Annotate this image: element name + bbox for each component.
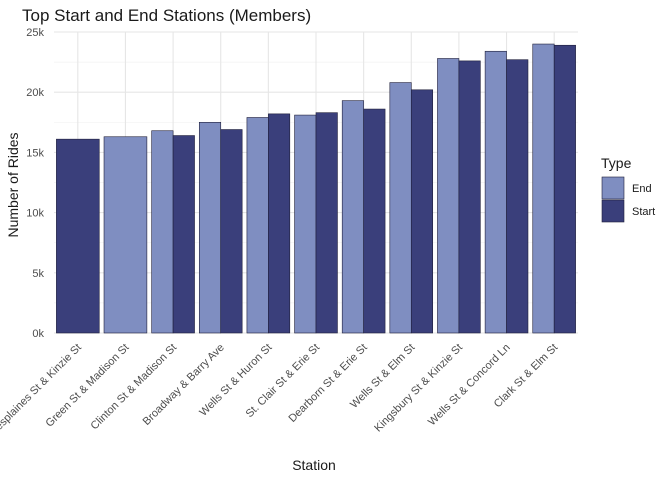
legend-title: Type bbox=[601, 155, 632, 171]
bar-start bbox=[56, 138, 100, 334]
y-tick-label: 15k bbox=[26, 147, 44, 159]
legend-label: End bbox=[632, 183, 652, 195]
y-tick-label: 10k bbox=[26, 208, 44, 220]
x-tick-label: Wells St & Concord Ln bbox=[426, 342, 513, 429]
x-tick-label: Clinton St & Madison St bbox=[89, 342, 180, 433]
bar-start bbox=[315, 112, 338, 334]
legend-label: Start bbox=[632, 206, 655, 218]
bar-start bbox=[458, 60, 481, 334]
bar-start bbox=[506, 59, 529, 334]
x-tick-label: Dearborn St & Erie St bbox=[286, 342, 369, 425]
bar-end bbox=[437, 58, 460, 334]
x-tick-label: Broadway & Barry Ave bbox=[141, 342, 227, 428]
bar-end bbox=[294, 114, 317, 334]
y-tick-label: 25k bbox=[26, 27, 44, 39]
bar-start bbox=[553, 44, 576, 334]
bar-end bbox=[389, 82, 412, 334]
bar-end bbox=[103, 136, 148, 334]
bar-start bbox=[410, 89, 434, 334]
bar-start bbox=[363, 108, 386, 334]
x-tick-label: Green St & Madison St bbox=[44, 342, 132, 430]
x-tick-label: Kingsbury St & Kinzie St bbox=[372, 342, 465, 435]
x-tick-label: Desplaines St & Kinzie St bbox=[0, 342, 84, 439]
legend: Type End Start bbox=[601, 155, 655, 223]
y-tick-label: 20k bbox=[26, 87, 44, 99]
y-axis-title: Number of Rides bbox=[5, 132, 21, 237]
bar-end bbox=[532, 43, 555, 334]
bar-start bbox=[220, 129, 243, 334]
x-axis-title: Station bbox=[292, 457, 336, 473]
bar-start bbox=[268, 113, 291, 334]
bar-end bbox=[484, 50, 507, 334]
y-tick-label: 5k bbox=[32, 268, 44, 280]
y-tick-label: 0k bbox=[32, 328, 44, 340]
bar-end bbox=[341, 100, 364, 334]
bar-end bbox=[198, 122, 222, 334]
chart-title: Top Start and End Stations (Members) bbox=[22, 6, 311, 25]
y-axis-ticks: 0k 5k 10k 15k 20k 25k bbox=[26, 27, 44, 340]
legend-key-end bbox=[601, 176, 625, 200]
bar-end bbox=[246, 117, 269, 334]
bars bbox=[56, 43, 576, 334]
bar-end bbox=[151, 130, 174, 334]
legend-key-start bbox=[601, 199, 625, 223]
bar-start bbox=[172, 135, 195, 334]
